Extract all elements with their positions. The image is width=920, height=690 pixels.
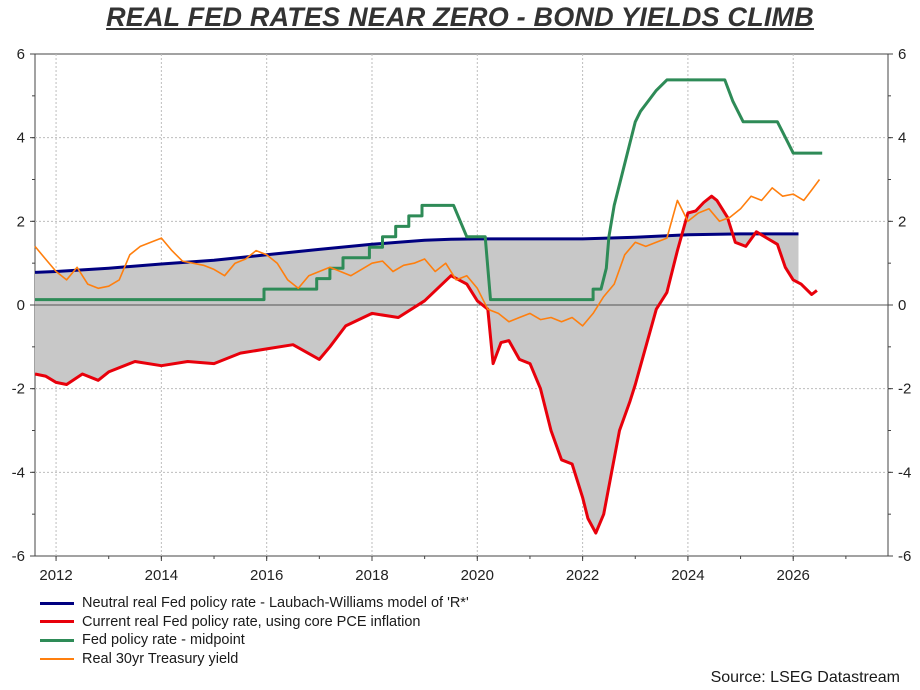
y-tick-label-right: -6 <box>898 548 911 565</box>
axis-ticks: 2012 2014 2016 2018 2020 2022 2024 2026 6 6 4 4 2 2 0 0… <box>12 46 912 584</box>
y-tick-label-left: -4 <box>12 464 25 481</box>
x-tick-label: 2018 <box>355 567 388 584</box>
source-note: Source: LSEG Datastream <box>710 669 900 686</box>
legend-swatch <box>40 620 74 624</box>
legend-label: Neutral real Fed policy rate - Laubach-W… <box>82 595 469 611</box>
legend-item: Neutral real Fed policy rate - Laubach-W… <box>40 594 469 613</box>
y-tick-label-left: 4 <box>17 130 25 147</box>
x-tick-label: 2026 <box>777 567 810 584</box>
legend-label: Real 30yr Treasury yield <box>82 650 239 667</box>
y-tick-label-right: 4 <box>898 130 906 147</box>
legend-swatch <box>40 657 74 660</box>
legend-swatch <box>40 601 74 605</box>
x-tick-label: 2022 <box>566 567 599 584</box>
legend-label: Fed policy rate - midpoint <box>82 632 245 648</box>
chart-title: REAL FED RATES NEAR ZERO - BOND YIELDS C… <box>106 2 814 32</box>
x-tick-label: 2014 <box>145 567 178 584</box>
x-tick-label: 2020 <box>461 567 494 584</box>
y-tick-label-left: 2 <box>17 213 25 230</box>
y-tick-label-left: -6 <box>12 548 25 565</box>
y-tick-label-right: -2 <box>898 381 911 398</box>
series-line-3 <box>34 179 821 327</box>
gap-shading <box>35 196 799 532</box>
series-line-0 <box>34 232 799 274</box>
legend-item: Fed policy rate - midpoint <box>40 631 469 650</box>
shaded-gap-area <box>35 196 799 532</box>
series-line-1 <box>34 194 818 535</box>
legend: Neutral real Fed policy rate - Laubach-W… <box>40 594 469 668</box>
legend-item: Real 30yr Treasury yield <box>40 650 469 669</box>
y-tick-label-right: 6 <box>898 46 906 63</box>
series-lines <box>34 78 823 535</box>
x-tick-label: 2016 <box>250 567 283 584</box>
legend-item: Current real Fed policy rate, using core… <box>40 613 469 632</box>
y-tick-label-right: 2 <box>898 213 906 230</box>
series-line-2 <box>35 78 823 302</box>
legend-swatch <box>40 638 74 642</box>
y-tick-label-left: 6 <box>17 46 25 63</box>
legend-label: Current real Fed policy rate, using core… <box>82 613 421 630</box>
y-tick-label-left: 0 <box>17 297 25 314</box>
y-tick-label-right: -4 <box>898 464 911 481</box>
x-tick-label: 2024 <box>671 567 704 584</box>
y-tick-label-right: 0 <box>898 297 906 314</box>
x-tick-label: 2012 <box>39 567 72 584</box>
y-tick-label-left: -2 <box>12 381 25 398</box>
